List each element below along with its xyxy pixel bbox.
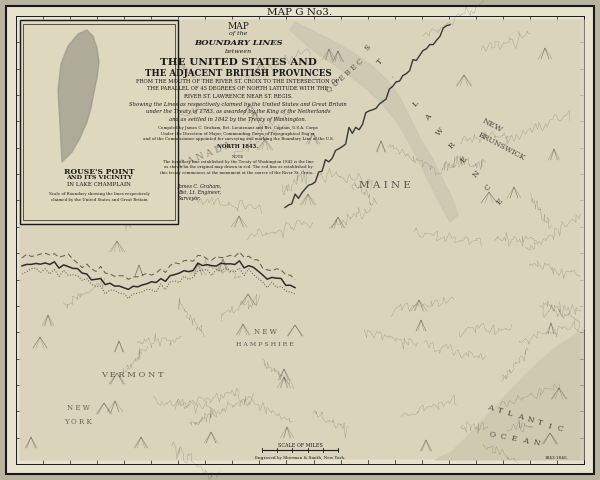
Text: E: E bbox=[511, 434, 518, 444]
Text: Scale of Boundary showing the lines respectively
claimed by the United States an: Scale of Boundary showing the lines resp… bbox=[49, 192, 149, 202]
Text: MAP G No3.: MAP G No3. bbox=[268, 8, 332, 17]
Text: .: . bbox=[388, 72, 396, 80]
Text: A: A bbox=[521, 436, 529, 445]
Text: Q U E B E C: Q U E B E C bbox=[325, 56, 365, 94]
Polygon shape bbox=[435, 328, 584, 460]
Text: R: R bbox=[447, 141, 457, 151]
Text: between: between bbox=[224, 49, 251, 54]
Text: T: T bbox=[536, 419, 544, 428]
Text: BOUNDARY LINES: BOUNDARY LINES bbox=[194, 39, 282, 47]
Text: of the: of the bbox=[229, 31, 247, 36]
Text: THE UNITED STATES AND: THE UNITED STATES AND bbox=[160, 58, 316, 67]
Text: IN LAKE CHAMPLAIN: IN LAKE CHAMPLAIN bbox=[67, 182, 131, 187]
Text: NEW: NEW bbox=[481, 116, 503, 134]
Text: NORTH 1843.: NORTH 1843. bbox=[217, 144, 259, 149]
Text: T: T bbox=[496, 407, 503, 416]
Polygon shape bbox=[58, 30, 99, 162]
Text: A: A bbox=[487, 403, 494, 413]
Text: H A M P S H I R E: H A M P S H I R E bbox=[236, 341, 294, 347]
Text: Bvt. Lt. Engineer,: Bvt. Lt. Engineer, bbox=[178, 190, 221, 195]
Text: W: W bbox=[434, 126, 446, 138]
Text: N: N bbox=[526, 415, 534, 425]
Text: S: S bbox=[363, 43, 373, 53]
Polygon shape bbox=[290, 22, 458, 222]
Text: A: A bbox=[517, 412, 524, 421]
Text: C: C bbox=[499, 432, 507, 442]
Text: N E W: N E W bbox=[67, 404, 89, 412]
Text: N: N bbox=[471, 169, 481, 179]
Text: Compiled by James C. Graham, Bvt. Lieutenant and Bvt. Captain, U.S.A. Corps
Unde: Compiled by James C. Graham, Bvt. Lieute… bbox=[143, 126, 334, 141]
Text: Y O R K: Y O R K bbox=[64, 418, 92, 426]
Text: FROM THE MOUTH OF THE RIVER ST. CROIX TO THE INTERSECTION OF
THE PARALLEL OF 45 : FROM THE MOUTH OF THE RIVER ST. CROIX TO… bbox=[136, 79, 340, 99]
Text: BRUNSWICK: BRUNSWICK bbox=[477, 130, 527, 162]
Text: A: A bbox=[423, 113, 433, 123]
Text: L: L bbox=[506, 409, 514, 419]
Text: L: L bbox=[412, 99, 421, 108]
Text: O: O bbox=[488, 431, 496, 440]
Text: N: N bbox=[532, 438, 540, 448]
Text: C A N A D A: C A N A D A bbox=[178, 140, 233, 169]
Text: SCALE OF MILES: SCALE OF MILES bbox=[278, 443, 322, 448]
Text: N E W: N E W bbox=[254, 328, 277, 336]
Text: C: C bbox=[556, 424, 564, 433]
Text: ROUSE'S POINT: ROUSE'S POINT bbox=[64, 168, 134, 176]
Bar bbox=[20, 20, 178, 224]
Text: I: I bbox=[548, 422, 553, 430]
Text: V E R M O N T: V E R M O N T bbox=[101, 371, 163, 379]
Text: Showing the Lines as respectively claimed by the United States and Great Britain: Showing the Lines as respectively claime… bbox=[129, 102, 347, 122]
Text: Engraved by Sherman & Smith, New York.: Engraved by Sherman & Smith, New York. bbox=[255, 456, 345, 460]
Text: E: E bbox=[495, 197, 505, 207]
Text: James C. Graham,: James C. Graham, bbox=[178, 184, 222, 189]
Text: NOTE
The boundary line established by the Treaty of Washington 1842 is the line
: NOTE The boundary line established by th… bbox=[160, 155, 316, 175]
Text: M A I N E: M A I N E bbox=[359, 180, 411, 190]
Polygon shape bbox=[20, 20, 584, 460]
Text: 1843-1846.: 1843-1846. bbox=[544, 456, 568, 460]
Text: MAP: MAP bbox=[227, 22, 249, 31]
Text: T: T bbox=[376, 58, 385, 67]
Bar bbox=[23, 24, 175, 220]
Text: Surveyor.: Surveyor. bbox=[178, 196, 202, 201]
Text: E: E bbox=[459, 155, 469, 165]
Text: C: C bbox=[483, 183, 493, 193]
Text: AND ITS VICINITY: AND ITS VICINITY bbox=[66, 175, 132, 180]
Text: THE ADJACENT BRITISH PROVINCES: THE ADJACENT BRITISH PROVINCES bbox=[145, 69, 331, 78]
